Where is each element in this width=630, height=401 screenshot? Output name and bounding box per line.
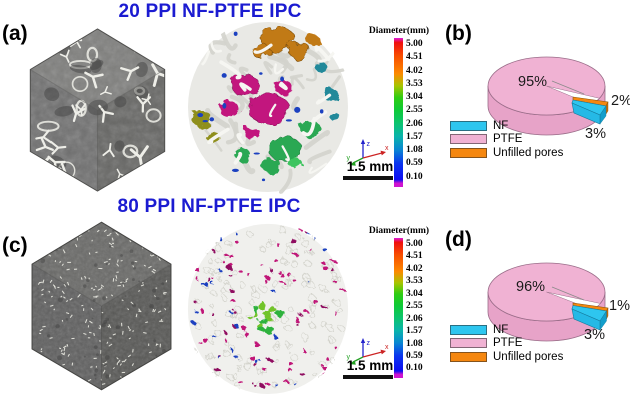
legend-item-pores: Unfilled pores bbox=[450, 350, 563, 364]
colorbar-tick: 1.08 bbox=[406, 338, 423, 349]
colorbar-title: Diameter(mm) bbox=[368, 226, 430, 236]
x-arrowhead bbox=[380, 349, 386, 355]
skeleton-struts bbox=[197, 31, 338, 182]
cube-edges bbox=[31, 263, 172, 390]
z-arrowhead bbox=[360, 139, 366, 144]
ct-cube-20ppi bbox=[29, 28, 166, 192]
legend-item-nf: NF bbox=[450, 323, 563, 337]
y-arrowhead bbox=[349, 360, 356, 365]
pores-percentage-label: 2% bbox=[611, 93, 630, 109]
cube-outline bbox=[29, 28, 166, 192]
colorbar-tick: 4.02 bbox=[406, 65, 423, 76]
colorbar-tick: 5.00 bbox=[406, 239, 423, 249]
panel-a-label: (a) bbox=[2, 22, 28, 45]
nf-label: NF bbox=[493, 119, 509, 132]
pores-percentage-label: 1% bbox=[609, 298, 630, 314]
colorbar-title: Diameter(mm) bbox=[368, 26, 430, 36]
colorbar-tick: 1.57 bbox=[406, 326, 423, 337]
colorbar-tick: 4.51 bbox=[406, 251, 423, 262]
ct-cube-80ppi bbox=[31, 221, 172, 391]
colorbar-tick: 4.51 bbox=[406, 52, 423, 63]
colorbar-ticks: 5.00 4.51 4.02 3.53 3.04 2.55 2.06 1.57 … bbox=[406, 239, 423, 374]
colorbar-tick: 2.06 bbox=[406, 118, 423, 129]
pie-chart-20ppi bbox=[487, 56, 609, 136]
legend-item-ptfe: PTFE bbox=[450, 337, 563, 351]
colorbar-tick: 4.02 bbox=[406, 263, 423, 274]
axis-triad: z x y bbox=[347, 139, 389, 166]
panel-b-label: (b) bbox=[445, 22, 472, 45]
cube-outline bbox=[31, 221, 172, 391]
ptfe-percentage-label: 95% bbox=[518, 74, 548, 90]
ptfe-swatch bbox=[450, 338, 487, 349]
nf-slice-front bbox=[571, 308, 601, 331]
nf-slice-front bbox=[571, 102, 601, 125]
pores-swatch bbox=[450, 351, 487, 362]
ptfe-label: PTFE bbox=[493, 133, 523, 146]
y-axis-label: y bbox=[347, 155, 351, 162]
colorbar-tick: 1.08 bbox=[406, 145, 423, 155]
legend-80ppi: NF PTFE Unfilled pores bbox=[450, 323, 563, 364]
pie-leader-line bbox=[551, 286, 585, 301]
ptfe-swatch bbox=[450, 134, 487, 145]
colorbar-tick: 3.04 bbox=[406, 92, 423, 102]
nf-percentage-label: 3% bbox=[584, 327, 605, 343]
pores-label: Unfilled pores bbox=[493, 146, 564, 159]
x-axis-label: x bbox=[385, 145, 389, 152]
ptfe-percentage-label: 96% bbox=[516, 279, 546, 295]
nf-swatch bbox=[450, 120, 487, 131]
colorbar-tick: 3.53 bbox=[406, 78, 423, 89]
colorbar-ticks: 5.00 4.51 4.02 3.53 3.04 2.55 2.06 1.57 … bbox=[406, 39, 423, 182]
legend-item-nf: NF bbox=[450, 119, 563, 133]
z-axis-label: z bbox=[367, 141, 371, 148]
colorbar-gradient bbox=[394, 238, 403, 378]
y-arrowhead bbox=[349, 161, 356, 166]
row2-title: 80 PPI NF-PTFE IPC bbox=[117, 196, 301, 217]
colorbar-tick: 0.59 bbox=[406, 158, 423, 169]
colorbar-tick: 1.57 bbox=[406, 131, 423, 142]
pore-reconstruction-80ppi bbox=[187, 223, 349, 395]
panel-d-label: (d) bbox=[445, 228, 472, 251]
legend-item-ptfe: PTFE bbox=[450, 133, 563, 147]
colorbar-tick: 2.55 bbox=[406, 105, 423, 116]
nf-percentage-label: 3% bbox=[585, 126, 606, 142]
colorbar-tick: 3.04 bbox=[406, 288, 423, 299]
scale-bar-line bbox=[343, 375, 393, 379]
pore-reconstruction-20ppi bbox=[188, 22, 348, 195]
pores-label: Unfilled pores bbox=[493, 350, 564, 363]
z-axis-label: z bbox=[367, 340, 371, 347]
colorbar-tick: 5.00 bbox=[406, 39, 423, 49]
nf-swatch bbox=[450, 324, 487, 335]
colorbar-tick: 0.10 bbox=[406, 363, 423, 374]
y-axis-label: y bbox=[347, 354, 351, 361]
row1-title: 20 PPI NF-PTFE IPC bbox=[118, 1, 302, 22]
colorbar-tick: 0.10 bbox=[406, 171, 423, 182]
pores-swatch bbox=[450, 147, 487, 158]
scale-bar-label: 1.5 mm bbox=[346, 159, 394, 174]
x-axis bbox=[362, 152, 383, 159]
x-axis bbox=[362, 351, 383, 358]
colorbar-tick: 3.53 bbox=[406, 276, 423, 287]
colorbar-tick: 2.06 bbox=[406, 313, 423, 324]
panel-c-label: (c) bbox=[2, 234, 28, 257]
nf-label: NF bbox=[493, 323, 509, 336]
axis-triad: z x y bbox=[347, 338, 389, 365]
z-arrowhead bbox=[360, 338, 366, 343]
cube-edges bbox=[30, 69, 165, 192]
ptfe-label: PTFE bbox=[493, 337, 523, 350]
legend-item-pores: Unfilled pores bbox=[450, 146, 563, 160]
pie-leader-line bbox=[551, 80, 585, 95]
colorbar-gradient bbox=[394, 38, 403, 187]
legend-20ppi: NF PTFE Unfilled pores bbox=[450, 119, 563, 160]
ct-struts-texture bbox=[30, 29, 165, 183]
pie-chart-80ppi bbox=[487, 262, 609, 342]
x-arrowhead bbox=[380, 150, 386, 156]
colorbar-tick: 0.59 bbox=[406, 350, 423, 361]
x-axis-label: x bbox=[385, 344, 389, 351]
scale-bar-line bbox=[343, 176, 393, 180]
scale-bar-label: 1.5 mm bbox=[346, 358, 394, 373]
colorbar-tick: 2.55 bbox=[406, 301, 423, 312]
